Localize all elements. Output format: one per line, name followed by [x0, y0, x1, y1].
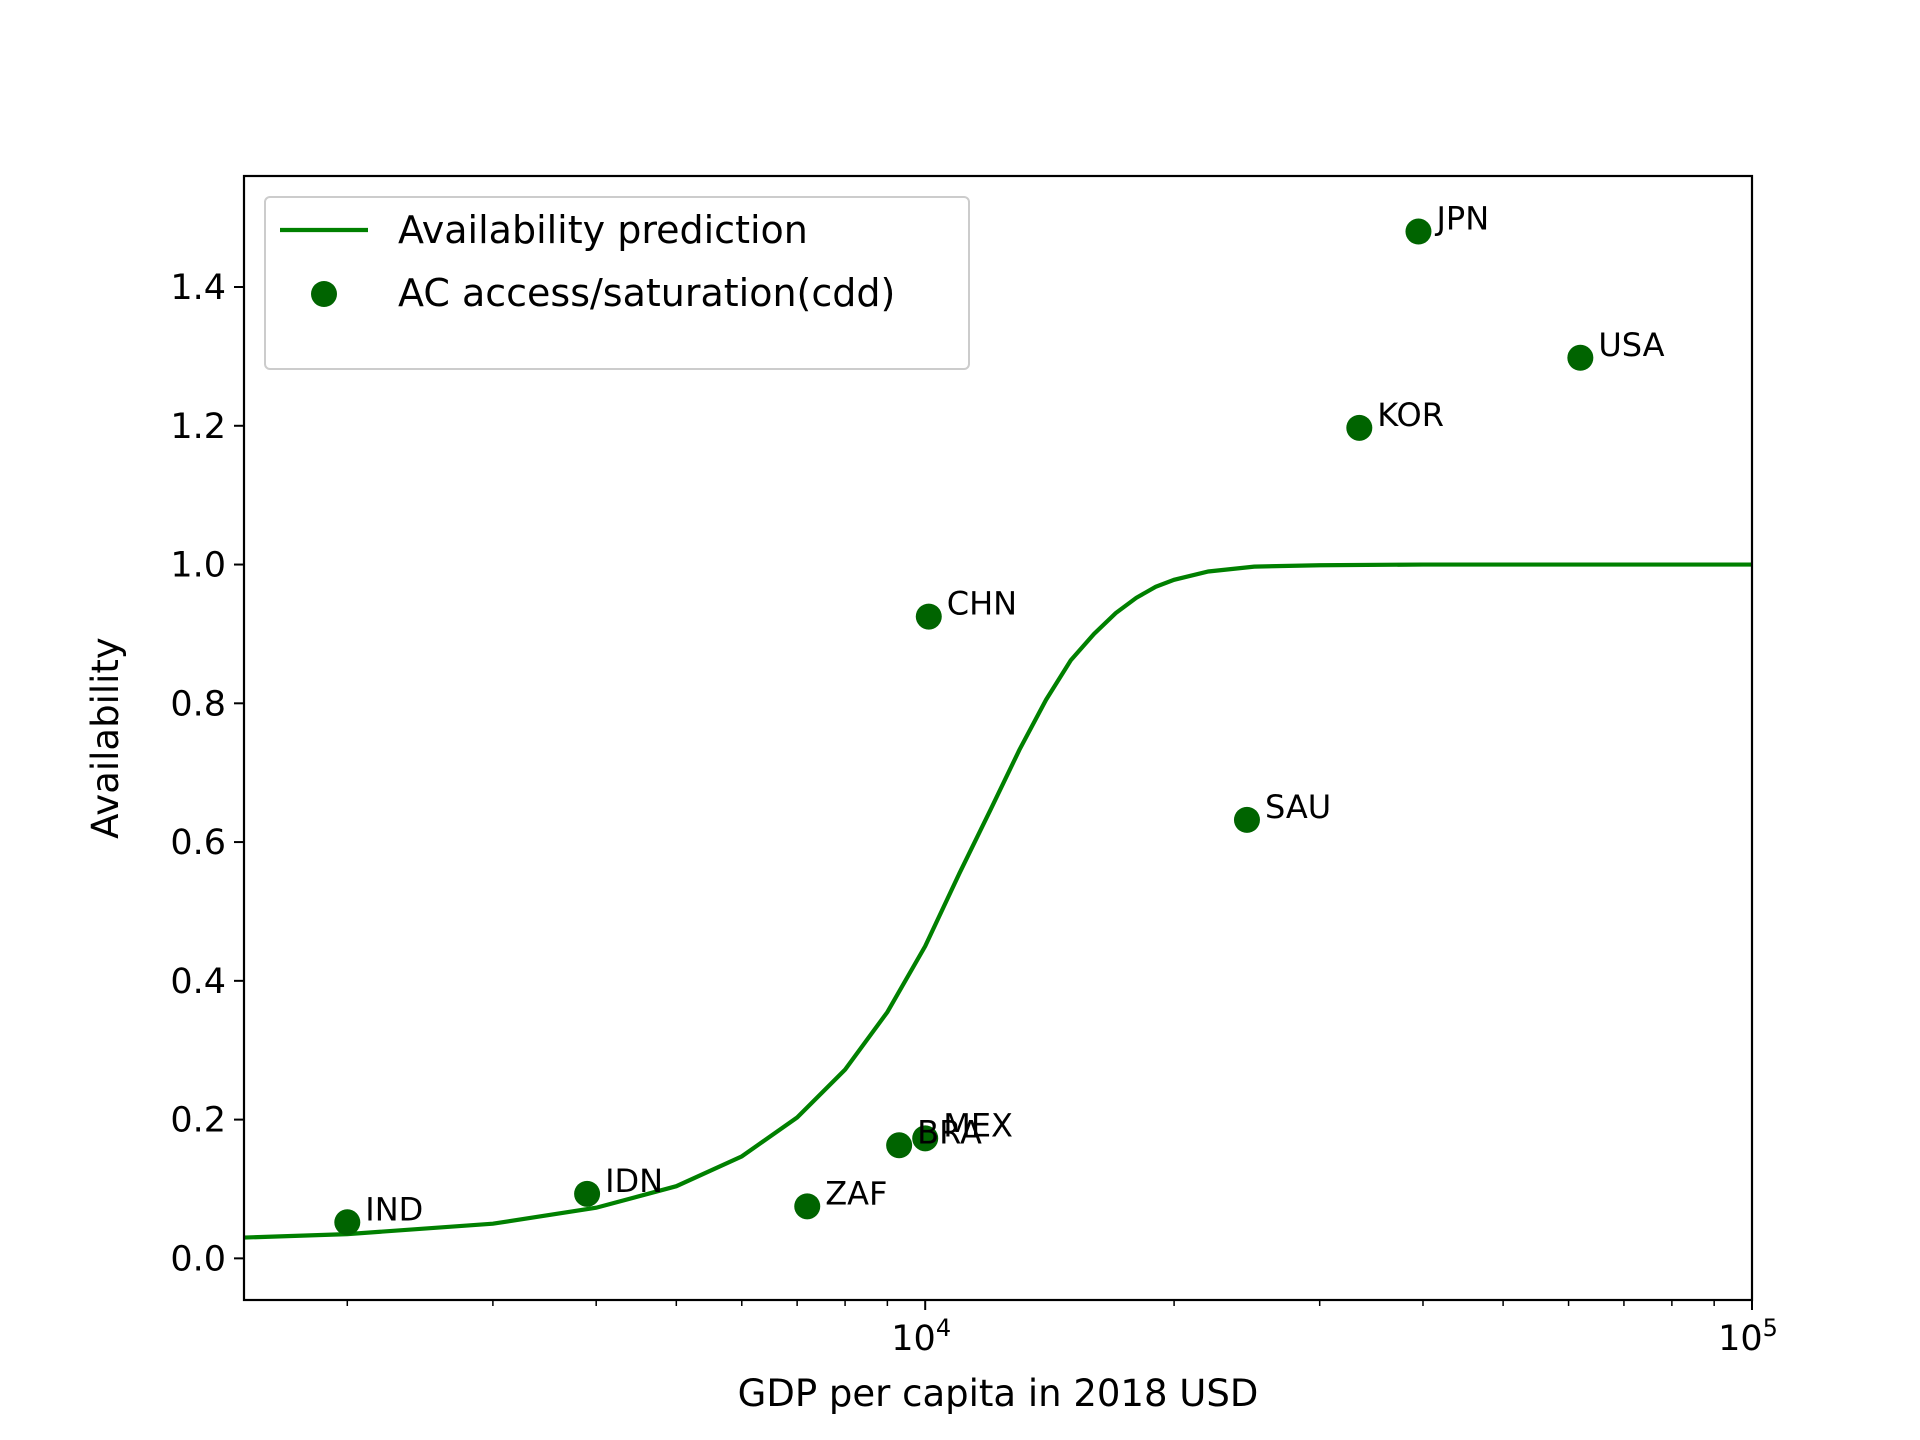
- point-bra: [886, 1132, 913, 1159]
- point-sau: [1233, 806, 1260, 833]
- point-kor: [1346, 414, 1373, 441]
- y-axis-ticks: 0.0 0.2 0.4 0.6 0.8 1.0 1.2 1.4: [170, 268, 244, 1279]
- legend-box: [264, 196, 970, 370]
- point-chn: [915, 603, 942, 630]
- scatter-points: [334, 218, 1594, 1236]
- y-tick-label: 1.2: [170, 407, 226, 447]
- y-tick-label: 0.6: [170, 823, 226, 863]
- point-jpn: [1405, 218, 1432, 245]
- y-tick-label: 0.0: [170, 1239, 226, 1279]
- legend-label-ac-access: AC access/saturation(cdd): [398, 271, 895, 315]
- point-mex: [912, 1125, 939, 1152]
- point-label-idn: IDN: [605, 1162, 663, 1200]
- plot-frame: [242, 174, 1754, 1302]
- point-label-usa: USA: [1598, 326, 1664, 364]
- y-tick-label: 1.4: [170, 268, 226, 308]
- x-tick-label: 104: [891, 1314, 951, 1359]
- point-idn: [574, 1180, 601, 1207]
- point-usa: [1567, 344, 1594, 371]
- point-label-bra: BRA: [917, 1113, 982, 1151]
- point-ind: [334, 1209, 361, 1236]
- point-label-ind: IND: [365, 1190, 423, 1228]
- y-tick-label: 1.0: [170, 546, 226, 586]
- point-label-jpn: JPN: [1434, 200, 1489, 238]
- y-axis-label: Availability: [84, 637, 127, 839]
- prediction-line: [243, 562, 1752, 1240]
- point-label-kor: KOR: [1377, 396, 1444, 434]
- point-zaf: [794, 1193, 821, 1220]
- point-label-mex: MEX: [943, 1106, 1013, 1144]
- point-label-sau: SAU: [1265, 788, 1331, 826]
- x-axis-label: GDP per capita in 2018 USD: [738, 1372, 1259, 1415]
- legend: Availability prediction AC access/satura…: [264, 196, 970, 370]
- point-label-chn: CHN: [947, 585, 1017, 623]
- y-tick-label: 0.2: [170, 1101, 226, 1141]
- y-tick-label: 0.8: [170, 684, 226, 724]
- legend-marker-swatch: [311, 281, 337, 307]
- y-tick-label: 0.4: [170, 962, 226, 1002]
- legend-label-prediction: Availability prediction: [398, 208, 808, 252]
- point-label-zaf: ZAF: [825, 1174, 887, 1212]
